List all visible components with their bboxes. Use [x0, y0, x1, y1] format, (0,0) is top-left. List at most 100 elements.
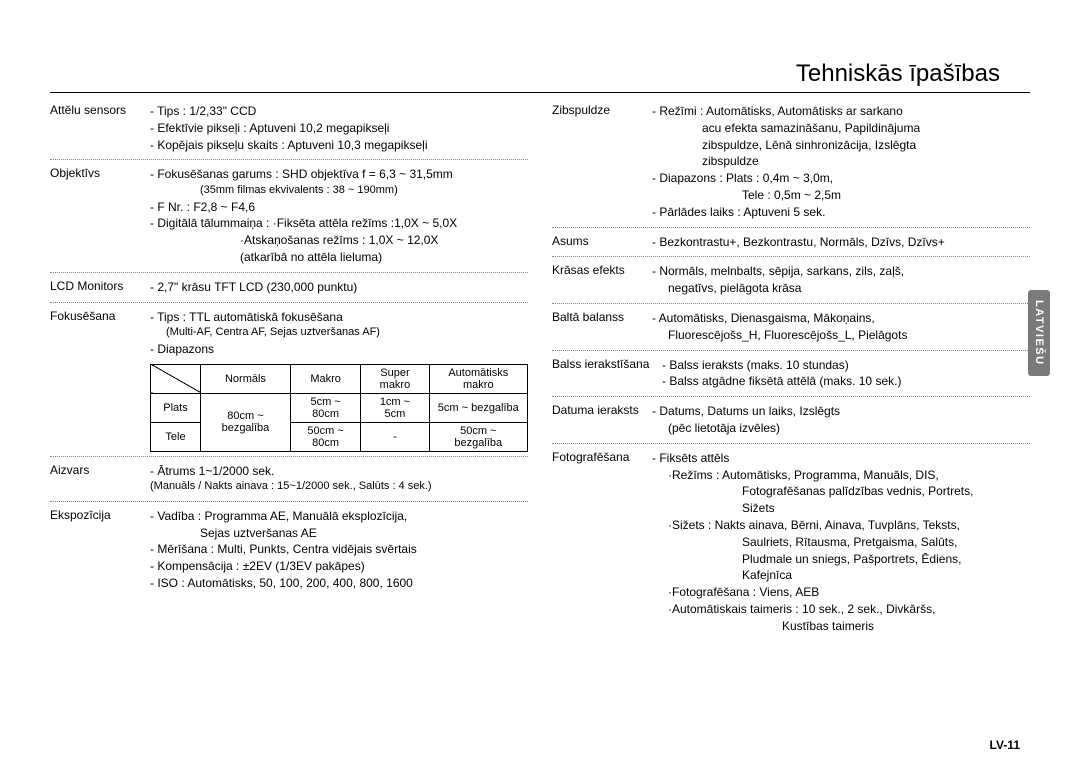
separator — [50, 159, 528, 160]
spec-balss: Balss ierakstīšana - Balss ieraksts (mak… — [552, 355, 1030, 393]
td-p-mak: 5cm ~ 80cm — [290, 393, 360, 422]
zib-l1b: acu efekta samazināšanu, Papildinājuma — [652, 120, 1030, 137]
page-title: Tehniskās īpašības — [50, 60, 1030, 93]
label-dat: Datuma ieraksts — [552, 403, 652, 437]
content-obj: - Fokusēšanas garums : SHD objektīva f =… — [150, 166, 528, 265]
zib-l1c: zibspuldze, Lēnā sinhronizācija, Izslēgt… — [652, 137, 1030, 154]
eksp-l1b: Sejas uztveršanas AE — [150, 525, 528, 542]
aiz-l1b: (Manuāls / Nakts ainava : 15~1/2000 sek.… — [150, 479, 528, 494]
balss-l2: - Balss atgādne fiksētā attēlā (maks. 10… — [662, 373, 1030, 390]
content-foto: - Fiksēts attēls ·Režīms : Automātisks, … — [652, 450, 1030, 635]
foto-l3b: Saulriets, Rītausma, Pretgaisma, Salūts, — [652, 534, 1030, 551]
td-t-mak: 50cm ~ 80cm — [290, 422, 360, 451]
foto-l1: - Fiksēts attēls — [652, 450, 1030, 467]
language-tab: LATVIEŠU — [1028, 290, 1050, 376]
separator — [552, 227, 1030, 228]
td-norm: 80cm ~ bezgalība — [201, 393, 291, 451]
label-fok: Fokusēšana — [50, 309, 150, 358]
fok-l2: - Diapazons — [150, 341, 528, 358]
fok-l1: - Tips : TTL automātiskā fokusēšana — [150, 309, 528, 326]
lcd-l1: - 2,7" krāsu TFT LCD (230,000 punktu) — [150, 279, 528, 296]
foto-l2b: Fotografēšanas palīdzības vednis, Portre… — [652, 483, 1030, 500]
content-lcd: - 2,7" krāsu TFT LCD (230,000 punktu) — [150, 279, 528, 296]
right-column: Zibspuldze - Režīmi : Automātisks, Autom… — [552, 101, 1030, 637]
td-t-am: 50cm ~ bezgalība — [429, 422, 527, 451]
label-attelu: Attēlu sensors — [50, 103, 150, 153]
foto-l5: ·Automātiskais taimeris : 10 sek., 2 sek… — [652, 601, 1030, 618]
page-number: LV-11 — [990, 738, 1020, 752]
balss-l1: - Balss ieraksts (maks. 10 stundas) — [662, 357, 1030, 374]
label-bal: Baltā balanss — [552, 310, 652, 344]
td-row-plats: Plats — [151, 393, 201, 422]
dat-l1b: (pēc lietotāja izvēles) — [652, 420, 1030, 437]
separator — [552, 303, 1030, 304]
content-dat: - Datums, Datums un laiks, Izslēgts (pēc… — [652, 403, 1030, 437]
obj-l1: - Fokusēšanas garums : SHD objektīva f =… — [150, 166, 528, 183]
content-attelu: - Tips : 1/2,33" CCD - Efektīvie pikseļi… — [150, 103, 528, 153]
label-lcd: LCD Monitors — [50, 279, 150, 296]
focus-range-table: Normāls Makro Super makro Automātisks ma… — [150, 364, 528, 452]
content-aiz: - Ātrums 1~1/2000 sek. (Manuāls / Nakts … — [150, 463, 528, 495]
th-supermakro: Super makro — [361, 364, 429, 393]
th-normals: Normāls — [201, 364, 291, 393]
content-kras: - Normāls, melnbalts, sēpija, sarkans, z… — [652, 263, 1030, 297]
zib-l3: - Pārlādes laiks : Aptuveni 5 sek. — [652, 204, 1030, 221]
obj-l3c: (atkarībā no attēla lieluma) — [150, 249, 528, 266]
foto-l3: ·Sižets : Nakts ainava, Bērni, Ainava, T… — [652, 517, 1030, 534]
spec-asums: Asums - Bezkontrastu+, Bezkontrastu, Nor… — [552, 232, 1030, 253]
foto-l5b: Kustības taimeris — [652, 618, 1030, 635]
kras-l1: - Normāls, melnbalts, sēpija, sarkans, z… — [652, 263, 1030, 280]
spec-krasas: Krāsas efekts - Normāls, melnbalts, sēpi… — [552, 261, 1030, 299]
spec-ekspozicija: Ekspozīcija - Vadība : Programma AE, Man… — [50, 506, 528, 594]
kras-l1b: negatīvs, pielāgota krāsa — [652, 280, 1030, 297]
label-zib: Zibspuldze — [552, 103, 652, 221]
eksp-l4: - ISO : Automātisks, 50, 100, 200, 400, … — [150, 575, 528, 592]
spec-lcd: LCD Monitors - 2,7" krāsu TFT LCD (230,0… — [50, 277, 528, 298]
separator — [50, 501, 528, 502]
label-balss: Balss ierakstīšana — [552, 357, 662, 391]
dat-l1: - Datums, Datums un laiks, Izslēgts — [652, 403, 1030, 420]
attelu-l2: - Efektīvie pikseļi : Aptuveni 10,2 mega… — [150, 120, 528, 137]
obj-l3: - Digitālā tālummaiņa : ·Fiksēta attēla … — [150, 215, 528, 232]
th-makro: Makro — [290, 364, 360, 393]
bal-l1: - Automātisks, Dienasgaisma, Mākoņains, — [652, 310, 1030, 327]
spec-fotografesana: Fotografēšana - Fiksēts attēls ·Režīms :… — [552, 448, 1030, 637]
attelu-l3: - Kopējais pikseļu skaits : Aptuveni 10,… — [150, 137, 528, 154]
eksp-l2: - Mērīšana : Multi, Punkts, Centra vidēj… — [150, 541, 528, 558]
foto-l2c: Sižets — [652, 500, 1030, 517]
separator — [50, 272, 528, 273]
spec-datums: Datuma ieraksts - Datums, Datums un laik… — [552, 401, 1030, 439]
obj-l2: - F Nr. : F2,8 ~ F4,6 — [150, 199, 528, 216]
separator — [552, 256, 1030, 257]
spec-columns: Attēlu sensors - Tips : 1/2,33" CCD - Ef… — [50, 101, 1030, 637]
content-balss: - Balss ieraksts (maks. 10 stundas) - Ba… — [662, 357, 1030, 391]
spec-zibspuldze: Zibspuldze - Režīmi : Automātisks, Autom… — [552, 101, 1030, 223]
foto-l4: ·Fotografēšana : Viens, AEB — [652, 584, 1030, 601]
label-asums: Asums — [552, 234, 652, 251]
zib-l2b: Tele : 0,5m ~ 2,5m — [652, 187, 1030, 204]
separator — [50, 456, 528, 457]
table-header-row: Normāls Makro Super makro Automātisks ma… — [151, 364, 528, 393]
label-eksp: Ekspozīcija — [50, 508, 150, 592]
label-kras: Krāsas efekts — [552, 263, 652, 297]
separator — [552, 396, 1030, 397]
eksp-l3: - Kompensācija : ±2EV (1/3EV pakāpes) — [150, 558, 528, 575]
separator — [552, 350, 1030, 351]
left-column: Attēlu sensors - Tips : 1/2,33" CCD - Ef… — [50, 101, 528, 637]
spec-fokusesana: Fokusēšana - Tips : TTL automātiskā foku… — [50, 307, 528, 360]
table-corner — [151, 364, 201, 393]
foto-l2: ·Režīms : Automātisks, Programma, Manuāl… — [652, 467, 1030, 484]
obj-l1b: (35mm filmas ekvivalents : 38 ~ 190mm) — [150, 183, 528, 198]
label-obj: Objektīvs — [50, 166, 150, 265]
obj-l3b: ·Atskaņošanas režīms : 1,0X ~ 12,0X — [150, 232, 528, 249]
fok-l1b: (Multi-AF, Centra AF, Sejas uztveršanas … — [150, 325, 528, 340]
label-foto: Fotografēšana — [552, 450, 652, 635]
zib-l2: - Diapazons : Plats : 0,4m ~ 3,0m, — [652, 170, 1030, 187]
td-t-sm: - — [361, 422, 429, 451]
foto-l3d: Kafejnīca — [652, 567, 1030, 584]
zib-l1: - Režīmi : Automātisks, Automātisks ar s… — [652, 103, 1030, 120]
label-aiz: Aizvars — [50, 463, 150, 495]
td-row-tele: Tele — [151, 422, 201, 451]
zib-l1d: zibspuldze — [652, 153, 1030, 170]
spec-balta-balanss: Baltā balanss - Automātisks, Dienasgaism… — [552, 308, 1030, 346]
